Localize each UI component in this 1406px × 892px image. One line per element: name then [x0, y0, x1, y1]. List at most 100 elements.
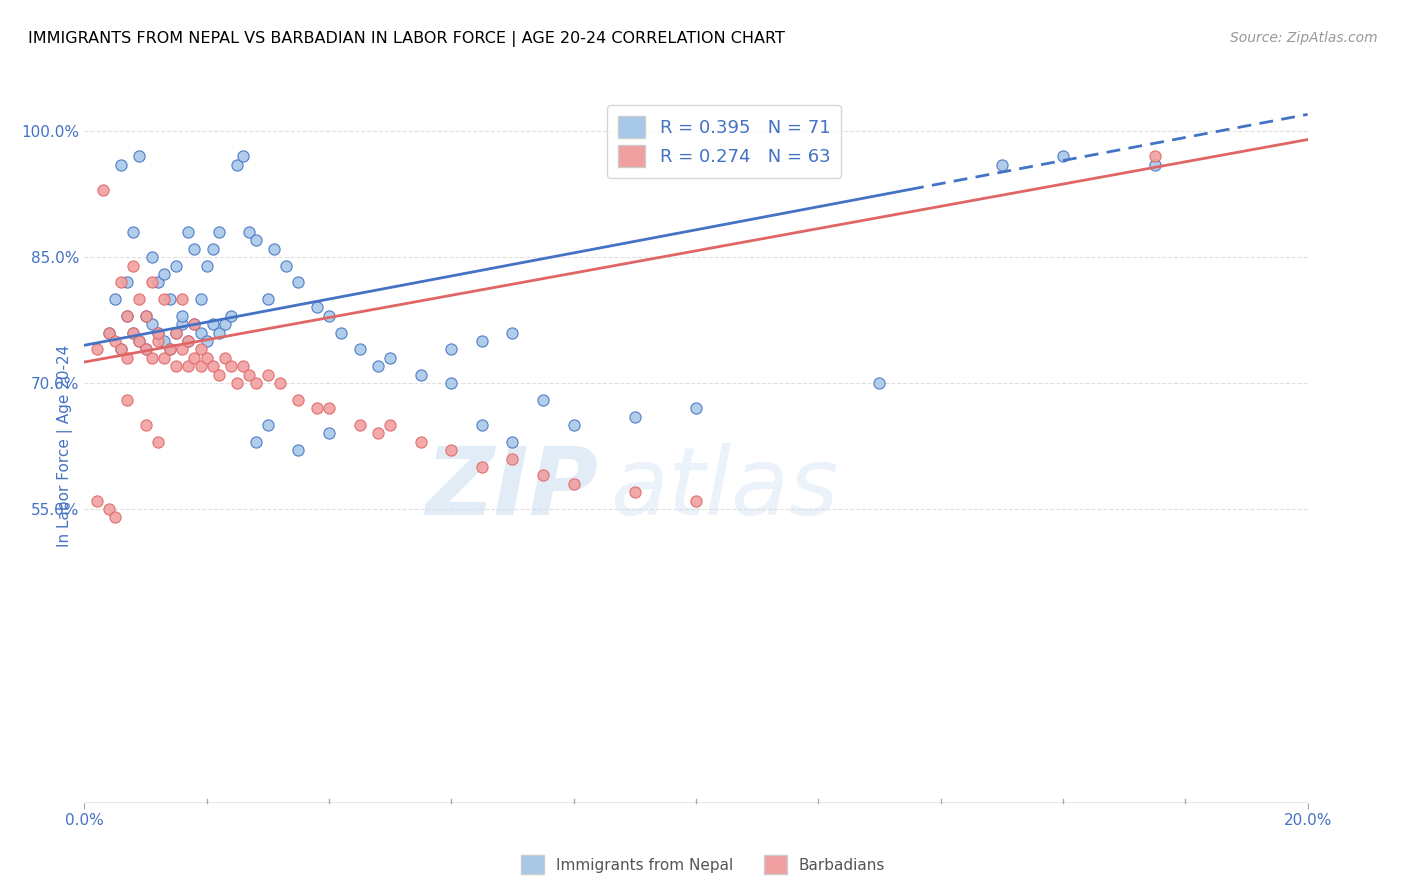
- Point: [115, 351, 138, 365]
- Point: [159, 343, 181, 357]
- Point: [257, 368, 280, 382]
- Point: [208, 326, 231, 340]
- Point: [349, 417, 371, 432]
- Point: [245, 233, 267, 247]
- Point: [122, 326, 145, 340]
- Point: [135, 309, 157, 323]
- Point: [991, 158, 1014, 172]
- Point: [110, 275, 132, 289]
- Point: [172, 292, 194, 306]
- Point: [208, 368, 231, 382]
- Point: [471, 417, 494, 432]
- Point: [153, 267, 176, 281]
- Point: [367, 359, 389, 374]
- Point: [104, 334, 127, 348]
- Point: [97, 326, 120, 340]
- Text: atlas: atlas: [610, 443, 838, 534]
- Point: [1143, 149, 1166, 163]
- Point: [531, 392, 554, 407]
- Y-axis label: In Labor Force | Age 20-24: In Labor Force | Age 20-24: [58, 345, 73, 547]
- Point: [502, 434, 524, 449]
- Point: [91, 183, 114, 197]
- Point: [869, 376, 891, 390]
- Point: [238, 225, 260, 239]
- Point: [159, 343, 181, 357]
- Point: [257, 292, 280, 306]
- Point: [183, 318, 205, 332]
- Point: [624, 485, 647, 500]
- Point: [349, 343, 371, 357]
- Point: [110, 158, 132, 172]
- Point: [195, 351, 218, 365]
- Point: [190, 292, 212, 306]
- Point: [115, 309, 138, 323]
- Point: [685, 493, 707, 508]
- Point: [562, 476, 585, 491]
- Point: [214, 318, 236, 332]
- Point: [409, 368, 432, 382]
- Point: [122, 259, 145, 273]
- Point: [165, 326, 187, 340]
- Point: [177, 334, 200, 348]
- Point: [219, 359, 242, 374]
- Point: [128, 149, 150, 163]
- Point: [135, 417, 157, 432]
- Point: [238, 368, 260, 382]
- Point: [146, 326, 169, 340]
- Point: [190, 359, 212, 374]
- Point: [128, 334, 150, 348]
- Point: [104, 510, 127, 524]
- Point: [276, 259, 298, 273]
- Point: [219, 309, 242, 323]
- Point: [245, 376, 267, 390]
- Text: IMMIGRANTS FROM NEPAL VS BARBADIAN IN LABOR FORCE | AGE 20-24 CORRELATION CHART: IMMIGRANTS FROM NEPAL VS BARBADIAN IN LA…: [28, 31, 785, 47]
- Point: [409, 434, 432, 449]
- Point: [380, 417, 402, 432]
- Point: [146, 334, 169, 348]
- Point: [190, 326, 212, 340]
- Point: [195, 259, 218, 273]
- Point: [318, 426, 340, 441]
- Point: [471, 334, 494, 348]
- Point: [305, 301, 328, 315]
- Point: [172, 309, 194, 323]
- Point: [269, 376, 291, 390]
- Point: [135, 343, 157, 357]
- Point: [440, 343, 463, 357]
- Point: [122, 225, 145, 239]
- Point: [685, 401, 707, 416]
- Point: [287, 275, 309, 289]
- Point: [165, 259, 187, 273]
- Legend: Immigrants from Nepal, Barbadians: Immigrants from Nepal, Barbadians: [515, 849, 891, 880]
- Point: [122, 326, 145, 340]
- Point: [172, 318, 194, 332]
- Point: [153, 351, 176, 365]
- Point: [305, 401, 328, 416]
- Point: [245, 434, 267, 449]
- Point: [115, 309, 138, 323]
- Point: [562, 417, 585, 432]
- Point: [177, 359, 200, 374]
- Point: [263, 242, 285, 256]
- Text: Source: ZipAtlas.com: Source: ZipAtlas.com: [1230, 31, 1378, 45]
- Point: [177, 225, 200, 239]
- Point: [153, 334, 176, 348]
- Point: [287, 443, 309, 458]
- Point: [208, 225, 231, 239]
- Point: [128, 292, 150, 306]
- Point: [141, 318, 163, 332]
- Point: [380, 351, 402, 365]
- Legend: R = 0.395   N = 71, R = 0.274   N = 63: R = 0.395 N = 71, R = 0.274 N = 63: [607, 105, 841, 178]
- Point: [201, 359, 224, 374]
- Point: [141, 250, 163, 264]
- Point: [257, 417, 280, 432]
- Point: [1143, 158, 1166, 172]
- Point: [183, 242, 205, 256]
- Point: [165, 359, 187, 374]
- Point: [146, 275, 169, 289]
- Point: [287, 392, 309, 407]
- Point: [128, 334, 150, 348]
- Point: [141, 351, 163, 365]
- Point: [183, 318, 205, 332]
- Point: [1052, 149, 1074, 163]
